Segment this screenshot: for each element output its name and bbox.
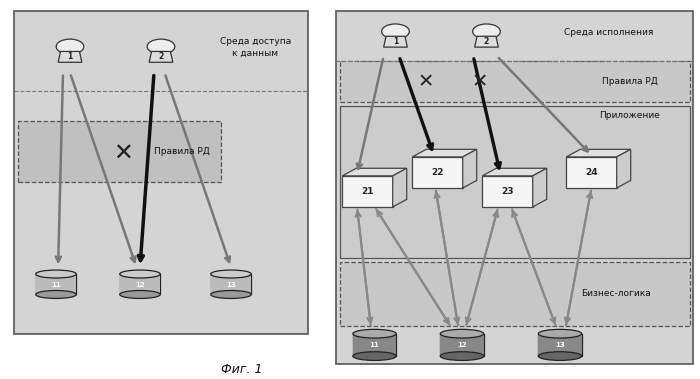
Bar — [18, 121, 220, 182]
Polygon shape — [533, 168, 547, 207]
Text: 1: 1 — [67, 52, 73, 61]
Text: 12: 12 — [457, 342, 467, 348]
Polygon shape — [482, 168, 547, 176]
Text: 24: 24 — [585, 168, 598, 177]
Text: Приложение: Приложение — [600, 111, 660, 120]
Text: 2: 2 — [484, 37, 489, 46]
Polygon shape — [617, 149, 631, 188]
Bar — [340, 262, 690, 326]
Polygon shape — [58, 52, 82, 62]
Circle shape — [382, 24, 409, 39]
Text: Среда доступа
к данным: Среда доступа к данным — [220, 37, 291, 58]
Ellipse shape — [36, 270, 76, 278]
Text: Бизнес-логика: Бизнес-логика — [581, 289, 651, 298]
Text: 11: 11 — [370, 342, 379, 348]
Polygon shape — [412, 149, 477, 157]
Polygon shape — [149, 52, 173, 62]
Bar — [36, 274, 76, 294]
Ellipse shape — [211, 270, 251, 278]
Circle shape — [473, 24, 500, 39]
Polygon shape — [384, 36, 407, 47]
Bar — [340, 61, 690, 102]
Ellipse shape — [440, 329, 484, 338]
Bar — [440, 334, 484, 356]
Circle shape — [56, 39, 84, 54]
Polygon shape — [475, 36, 498, 47]
Ellipse shape — [211, 290, 251, 299]
Bar — [566, 157, 617, 188]
Circle shape — [147, 39, 175, 54]
Polygon shape — [463, 149, 477, 188]
Ellipse shape — [120, 290, 160, 299]
Bar — [336, 11, 693, 364]
Bar — [440, 334, 484, 356]
Text: ✕: ✕ — [113, 141, 132, 166]
Ellipse shape — [353, 352, 396, 360]
Bar — [211, 274, 251, 294]
Ellipse shape — [36, 290, 76, 299]
Text: 21: 21 — [361, 187, 374, 196]
Ellipse shape — [353, 329, 396, 338]
Text: 1: 1 — [393, 37, 398, 46]
Bar — [36, 274, 76, 294]
Bar — [412, 157, 463, 188]
Bar — [340, 106, 690, 258]
Bar — [120, 274, 160, 294]
Bar — [538, 334, 582, 356]
Polygon shape — [566, 149, 631, 157]
Text: 23: 23 — [501, 187, 514, 196]
Bar — [353, 334, 396, 356]
Text: 11: 11 — [51, 282, 61, 288]
Bar — [120, 274, 160, 294]
Ellipse shape — [440, 352, 484, 360]
Bar — [14, 11, 308, 334]
Bar — [211, 274, 251, 294]
Text: ✕: ✕ — [471, 72, 488, 91]
Text: ✕: ✕ — [417, 72, 434, 91]
Text: 12: 12 — [135, 282, 145, 288]
Polygon shape — [342, 168, 407, 176]
Text: Среда исполнения: Среда исполнения — [564, 28, 654, 37]
Ellipse shape — [538, 329, 582, 338]
Bar — [482, 176, 533, 207]
Bar — [353, 334, 396, 356]
Polygon shape — [393, 168, 407, 207]
Bar — [538, 334, 582, 356]
Ellipse shape — [120, 270, 160, 278]
Text: 2: 2 — [158, 52, 164, 61]
Ellipse shape — [538, 352, 582, 360]
Text: 13: 13 — [555, 342, 565, 348]
Text: Фиг. 1: Фиг. 1 — [220, 363, 262, 376]
Text: Правила РД: Правила РД — [602, 77, 658, 86]
Text: 22: 22 — [431, 168, 444, 177]
Text: 13: 13 — [226, 282, 236, 288]
Bar — [342, 176, 393, 207]
Text: Правила РД: Правила РД — [154, 147, 210, 156]
